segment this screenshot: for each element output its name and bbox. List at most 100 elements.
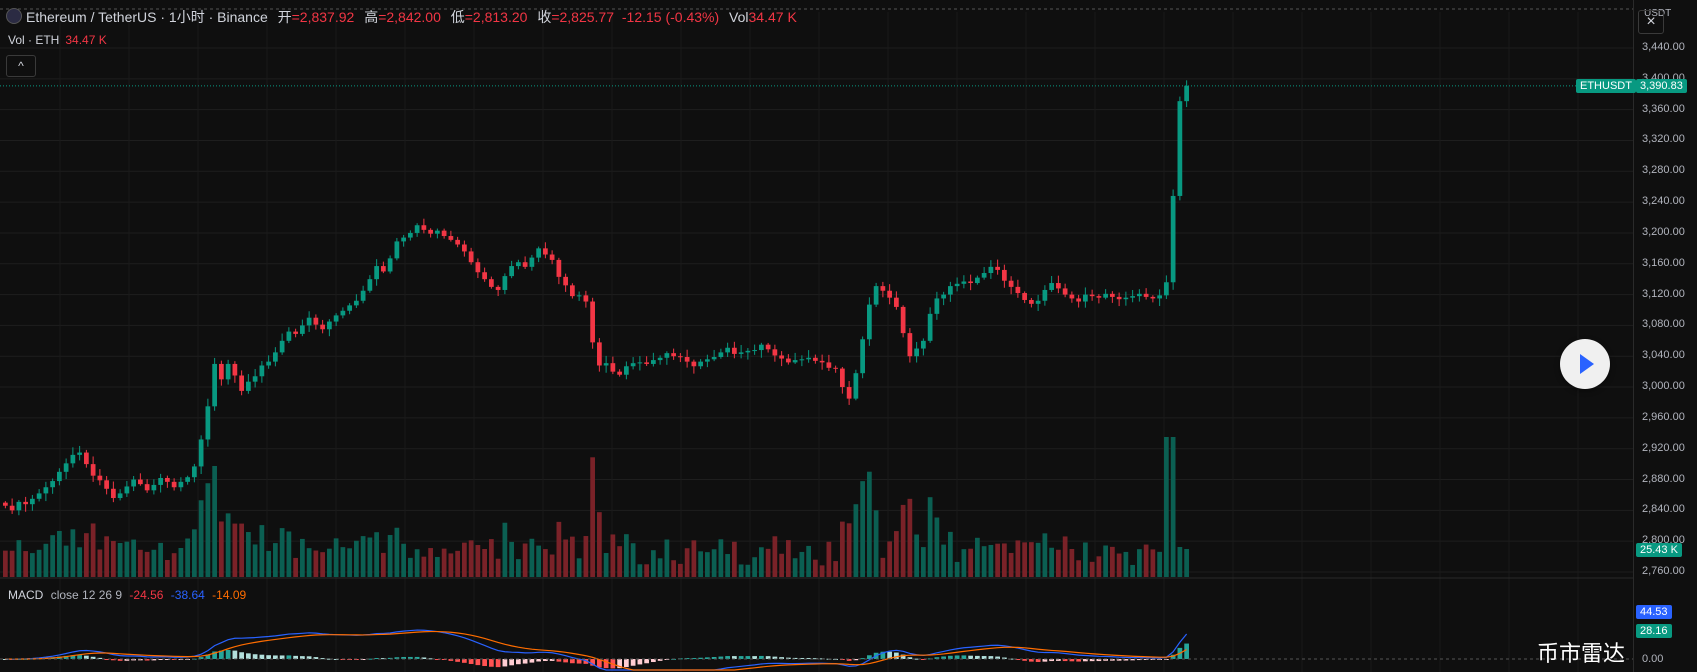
volume-bar <box>340 547 346 577</box>
macd-histogram-bar <box>759 655 764 659</box>
candle-body <box>246 381 251 391</box>
macd-histogram-bar <box>1056 659 1061 661</box>
macd-histogram-bar <box>313 657 319 659</box>
macd-legend[interactable]: MACD close 12 26 9 -24.56 -38.64 -14.09 <box>8 588 246 602</box>
price-tick: 3,160.00 <box>1642 256 1685 269</box>
macd-histogram-bar <box>624 659 629 668</box>
volume-bar <box>867 471 872 577</box>
candle-body <box>556 259 562 277</box>
macd-histogram-bar <box>880 651 886 659</box>
macd-histogram-bar <box>151 659 157 661</box>
open-value: =2,837.92 <box>291 9 355 25</box>
symbol-title[interactable]: Ethereum / TetherUS · 1小时 · Binance <box>26 9 268 25</box>
macd-histogram-bar <box>131 659 136 661</box>
volume-bar <box>576 558 582 577</box>
volume-bar <box>833 561 838 577</box>
volume-bar <box>381 552 386 577</box>
macd-histogram-bar <box>448 659 454 661</box>
candle-body <box>1177 101 1183 196</box>
macd-histogram-bar <box>1015 659 1021 660</box>
volume-bar <box>1143 544 1149 577</box>
last-price-tag: 3,390.83 <box>1636 79 1687 93</box>
volume-legend[interactable]: Vol · ETH 34.47 K <box>8 33 107 47</box>
volume-bar <box>1015 540 1021 577</box>
macd-histogram-bar <box>468 659 474 664</box>
candle-body <box>536 248 541 258</box>
price-tick: 3,200.00 <box>1642 225 1685 238</box>
candle-body <box>63 463 69 472</box>
volume-bar <box>691 540 697 577</box>
macd-histogram-bar <box>279 655 285 659</box>
candle-body <box>907 333 913 357</box>
volume-bar <box>664 539 670 577</box>
candle-body <box>455 239 460 245</box>
volume-bar <box>502 522 508 577</box>
volume-bar <box>205 483 211 577</box>
chevron-up-icon: ^ <box>18 59 24 73</box>
candle-body <box>1076 298 1081 302</box>
macd-histogram-bar <box>1042 659 1048 662</box>
macd-histogram-bar <box>111 659 116 661</box>
candle-body <box>1008 280 1014 287</box>
candle-body <box>502 276 508 290</box>
candle-body <box>880 286 886 291</box>
volume-bar <box>583 536 589 577</box>
volume-bar <box>644 564 649 577</box>
volume-bar <box>1083 542 1088 577</box>
candle-body <box>333 315 339 322</box>
macd-histogram-bar <box>732 656 737 659</box>
volume-bar <box>441 548 447 577</box>
volume-bar <box>327 548 332 577</box>
volume-bar <box>556 521 562 577</box>
play-icon[interactable] <box>1560 339 1610 389</box>
candle-body <box>678 356 683 358</box>
candle-body <box>97 475 103 481</box>
volume-bar <box>1042 533 1048 577</box>
candle-body <box>1096 296 1102 298</box>
candle-body <box>948 286 953 295</box>
macd-histogram-bar <box>1184 643 1189 659</box>
macd-histogram-bar <box>300 656 305 659</box>
chart-area[interactable] <box>0 0 1633 672</box>
symbol-header[interactable]: Ethereum / TetherUS · 1小时 · Binance 开=2,… <box>6 7 797 27</box>
macd-histogram-bar <box>489 659 494 667</box>
macd-histogram-bar <box>1116 659 1122 661</box>
volume-bar <box>880 557 886 577</box>
macd-histogram-bar <box>543 659 548 662</box>
candle-body <box>894 297 899 307</box>
volume-bar <box>273 543 278 577</box>
close-icon[interactable]: × <box>1638 10 1664 34</box>
macd-histogram-bar <box>1170 654 1176 659</box>
candle-body <box>529 257 535 267</box>
volume-bar <box>1089 561 1095 577</box>
macd-histogram-bar <box>293 655 298 659</box>
candle-body <box>1150 296 1156 299</box>
collapse-legend-button[interactable]: ^ <box>6 55 36 77</box>
candle-body <box>610 363 616 372</box>
macd-histogram-bar <box>144 659 150 661</box>
volume-bar <box>657 558 663 577</box>
macd-value: -38.64 <box>170 588 205 602</box>
candle-body <box>320 324 325 330</box>
high-value: =2,842.00 <box>378 9 441 25</box>
volume-bar <box>1096 556 1102 577</box>
price-tick: 3,280.00 <box>1642 164 1685 177</box>
candle-body <box>124 486 130 494</box>
macd-histogram-bar <box>320 658 325 660</box>
high-label: 高 <box>364 9 379 25</box>
macd-histogram-bar <box>576 659 582 664</box>
volume-bar <box>448 553 454 577</box>
macd-histogram-bar <box>90 656 96 659</box>
volume-bar <box>995 543 1000 577</box>
candle-body <box>657 357 663 361</box>
macd-histogram-bar <box>860 658 865 660</box>
macd-histogram-bar <box>570 659 575 664</box>
candle-body <box>698 361 703 367</box>
price-axis[interactable] <box>1633 0 1697 672</box>
volume-bar <box>873 510 879 577</box>
candle-body <box>833 367 838 369</box>
volume-bar <box>144 551 150 577</box>
volume-bar <box>165 559 170 577</box>
macd-histogram-bar <box>1049 659 1054 662</box>
candle-body <box>381 266 386 272</box>
